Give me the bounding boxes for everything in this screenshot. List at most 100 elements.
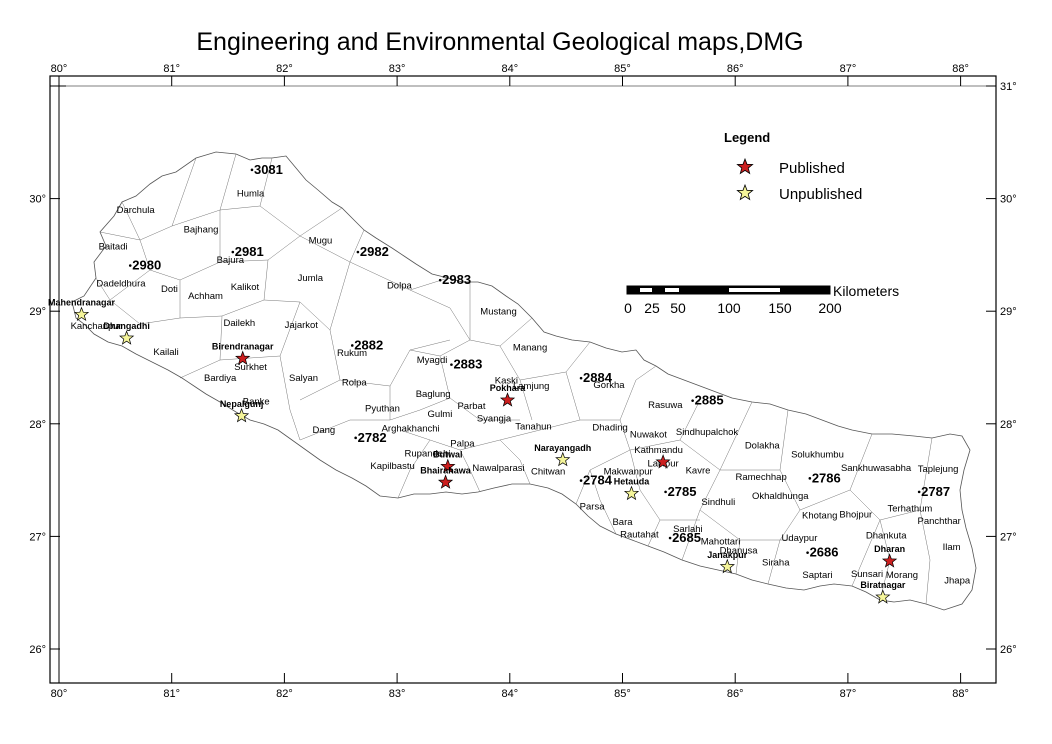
district-label: Achham	[188, 291, 223, 302]
lon-label-bottom: 80°	[51, 688, 68, 700]
published-star-icon	[736, 157, 754, 175]
lon-label-top: 87°	[840, 63, 857, 75]
published-star-icon	[437, 474, 454, 489]
district-label: Gorkha	[593, 380, 625, 391]
scale-label: 0	[624, 300, 632, 316]
lat-label-left: 30°	[29, 194, 46, 206]
lon-label-top: 88°	[952, 63, 969, 75]
sheet-center-dot	[128, 264, 132, 267]
district-label: Kapilbastu	[370, 461, 414, 472]
district-label: Gulmi	[428, 409, 453, 420]
scale-bar: 0 25 50 100 150 200 Kilometers	[624, 283, 899, 316]
sheet-center-dot	[579, 479, 583, 482]
lon-label-bottom: 88°	[952, 688, 969, 700]
district-label: Taplejung	[918, 464, 959, 475]
scale-label: 150	[768, 300, 792, 316]
district-label: Myagdi	[417, 355, 448, 366]
district-label: Rolpa	[342, 378, 368, 389]
city-label: Biratnagar	[860, 580, 906, 590]
district-label: Tanahun	[515, 421, 551, 432]
district-label: Bara	[612, 517, 633, 528]
district-label: Humla	[237, 188, 265, 199]
lon-label-top: 80°	[51, 63, 68, 75]
district-label: Baitadi	[99, 241, 128, 252]
lat-label-left: 29°	[29, 306, 46, 318]
district-label: Okhaldhunga	[752, 491, 809, 502]
published-star-icon	[881, 553, 898, 568]
district-label: Mugu	[309, 236, 333, 247]
district-label: Rupandehi	[405, 448, 451, 459]
district-label: Baglung	[416, 389, 451, 400]
district-label: Rukum	[337, 348, 367, 359]
sheet-center-dot	[350, 344, 354, 347]
district-label: Kavre	[686, 465, 711, 476]
district-label: Sindhuli	[701, 497, 735, 508]
legend-title: Legend	[724, 130, 770, 145]
sheet-center-dot	[450, 363, 453, 366]
lat-label-right: 29°	[1000, 306, 1017, 318]
legend-item-label: Published	[779, 160, 845, 177]
district-label: Sankhuwasabha	[841, 463, 912, 474]
map-sheet-number: 2784	[583, 473, 613, 488]
district-label: Rautahat	[620, 530, 659, 541]
map-title: Engineering and Environmental Geological…	[196, 28, 804, 56]
district-label: Makwanpur	[604, 466, 653, 477]
lat-label-right: 27°	[1000, 531, 1017, 543]
district-label: Saptari	[802, 570, 832, 581]
district-label: Panchthar	[918, 516, 961, 527]
district-label: Salyan	[289, 373, 318, 384]
district-label: Siraha	[762, 558, 790, 569]
lon-label-bottom: 84°	[501, 688, 518, 700]
lat-label-left: 26°	[29, 644, 46, 656]
unpublished-star-icon	[73, 306, 90, 322]
scale-label: 100	[717, 300, 741, 316]
sheet-center-dot	[917, 490, 921, 494]
map-sheet-number: 2982	[360, 244, 389, 259]
district-label: Chitwan	[531, 466, 565, 477]
city-label: Dhangadhi	[103, 321, 150, 331]
district-label: Sarlahi	[673, 524, 703, 535]
legend: Legend Published Unpublished	[724, 130, 862, 203]
district-label: Kathmandu	[634, 445, 683, 456]
lon-label-top: 86°	[727, 63, 744, 75]
district-label: Nawalparasi	[472, 463, 524, 474]
district-label: Terhathum	[887, 504, 932, 515]
district-label: Rasuwa	[648, 400, 683, 411]
lon-label-bottom: 83°	[389, 688, 406, 700]
district-labels: Humla Darchula Bajhang Baitadi Mugu Bajura Dad…	[71, 188, 971, 586]
district-label: Ramechhap	[736, 472, 787, 483]
district-label: Kanchanpur	[71, 321, 122, 332]
sheet-center-dot	[231, 250, 235, 254]
sheet-center-dot	[356, 250, 360, 254]
district-label: Mahottari	[701, 536, 741, 547]
legend-item-label: Unpublished	[779, 186, 862, 203]
district-label: Solukhumbu	[791, 450, 844, 461]
published-star-icon	[440, 458, 456, 474]
lon-label-bottom: 81°	[163, 688, 180, 700]
unpublished-star-icon	[233, 407, 250, 423]
district-label: Dhanusa	[720, 545, 759, 556]
district-label: Jajarkot	[285, 320, 319, 331]
lat-label-left: 27°	[29, 531, 46, 543]
map-sheet-number: 2882	[354, 337, 383, 352]
district-label: Bardiya	[204, 373, 237, 384]
map-sheet-number: 3081	[254, 162, 283, 177]
sheet-center-dot	[354, 436, 357, 440]
district-label: Kalikot	[231, 282, 260, 293]
sheet-center-dot	[808, 477, 812, 480]
unpublished-star-icon	[119, 330, 135, 345]
map-sheet-number: 2786	[812, 470, 841, 485]
scale-label: 25	[644, 300, 660, 316]
district-label: Jumla	[298, 273, 324, 284]
lon-label-top: 84°	[501, 63, 518, 75]
district-label: Bajura	[217, 255, 245, 266]
city-label: Hetauda	[614, 477, 651, 487]
lon-label-bottom: 87°	[840, 688, 857, 700]
map-sheet-number: 2685	[672, 530, 701, 545]
city-label: Birendranagar	[212, 341, 274, 351]
district-label: Mustang	[480, 307, 516, 318]
district-label: Udaypur	[781, 533, 817, 544]
unpublished-star-icon	[875, 589, 891, 604]
sheet-center-dot	[438, 278, 442, 282]
